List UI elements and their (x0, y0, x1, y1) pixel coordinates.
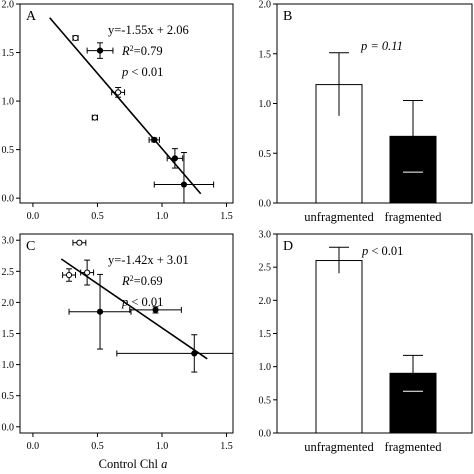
category-label: unfragmented (304, 440, 374, 454)
panel-c-scatter: 0.0 0.5 1.0 1.5 2.0 2.5 3.0 0.0 0.5 1.0 1.5 Cy=-1.4… (2, 233, 234, 452)
x-axis-label: Control Chl a (99, 457, 168, 471)
data-point-open (115, 89, 122, 96)
y-tick-label: 2.5 (259, 263, 272, 274)
panel-letter: A (26, 9, 37, 24)
x-tick-label: 1.5 (220, 441, 233, 452)
p-symbol: p (121, 65, 128, 79)
r-squared-label: R2=0.69 (121, 274, 163, 289)
y-tick-label: 0.5 (2, 145, 15, 156)
r-squared-symbol: R (121, 44, 130, 58)
plot-area (49, 17, 215, 203)
x-axis-label-main: Control Chl (99, 457, 159, 471)
y-tick-label: 0.0 (259, 199, 272, 210)
y-tick-label: 1.0 (2, 97, 15, 108)
x-tick-label: 1.0 (156, 211, 169, 222)
data-point-filled (171, 155, 179, 162)
y-tick-label: 1.5 (2, 329, 15, 340)
r-squared-value: =0.79 (134, 44, 163, 58)
plot-frame (276, 233, 473, 434)
data-point-filled (191, 350, 198, 357)
data-point-open (76, 239, 83, 246)
p-value-label: p < 0.01 (121, 65, 163, 79)
panel-a-scatter: 0.0 0.5 1.0 1.5 2.0 0.0 0.5 1.0 1.5 Ay=-1.55x + 2… (2, 0, 234, 222)
regression-equation: y=-1.42x + 3.01 (108, 253, 189, 267)
r-squared-value: =0.69 (134, 274, 163, 288)
p-value-annotation: p < 0.01 (361, 244, 403, 258)
p-symbol: p (121, 295, 128, 309)
y-tick-label: 1.5 (259, 49, 272, 60)
data-point-filled (152, 306, 159, 313)
regression-line (60, 258, 208, 360)
y-tick-label: 0.0 (2, 194, 15, 205)
plot-frame (19, 3, 234, 204)
p-value-annotation: p = 0.11 (360, 39, 403, 53)
data-point-filled (180, 181, 188, 188)
r-squared-superscript: 2 (130, 44, 134, 53)
y-tick-label: 2.0 (259, 0, 272, 11)
y-tick-label: 2.0 (2, 0, 15, 11)
y-tick-label: 2.0 (2, 298, 15, 309)
p-value: < 0.01 (128, 295, 163, 309)
data-point-filled (96, 308, 104, 315)
y-tick-label: 0.5 (259, 149, 272, 160)
p-symbol: p (361, 244, 368, 258)
category-label: fragmented (385, 440, 443, 454)
panel-letter: D (283, 239, 293, 254)
x-tick-label: 0.0 (27, 211, 40, 222)
y-tick-label: 1.5 (2, 48, 15, 59)
category-label: unfragmented (304, 210, 374, 224)
r-squared-label: R2=0.79 (121, 44, 163, 59)
x-tick-label: 0.5 (91, 211, 104, 222)
plot-area (60, 239, 233, 373)
y-tick-label: 1.0 (2, 360, 15, 371)
regression-equation: y=-1.55x + 2.06 (108, 23, 189, 37)
x-tick-label: 1.5 (220, 211, 233, 222)
r-squared-symbol: R (121, 274, 130, 288)
y-tick-label: 0.5 (259, 395, 272, 406)
x-tick-label: 0.0 (27, 441, 40, 452)
data-point-filled (151, 136, 158, 144)
x-tick-label: 1.0 (156, 441, 169, 452)
data-point-filled (96, 47, 104, 54)
p-value: < 0.01 (128, 65, 163, 79)
plot-frame (276, 3, 473, 204)
y-tick-label: 3.0 (2, 236, 15, 247)
p-value-label: p < 0.01 (121, 295, 163, 309)
data-point-open (91, 114, 98, 121)
y-tick-label: 1.0 (259, 362, 272, 373)
p-value: < 0.01 (368, 244, 403, 258)
r-squared-superscript: 2 (130, 274, 134, 283)
y-tick-label: 0.0 (259, 429, 272, 440)
category-label: fragmented (385, 210, 443, 224)
bar-unfragmented (315, 260, 363, 434)
x-tick-label: 0.5 (91, 441, 104, 452)
y-tick-label: 0.5 (2, 391, 15, 402)
y-tick-label: 1.0 (259, 99, 272, 110)
data-point-open (65, 271, 73, 279)
y-tick-label: 2.0 (259, 296, 272, 307)
y-tick-label: 1.5 (259, 329, 272, 340)
y-tick-label: 3.0 (259, 230, 272, 241)
regression-line (49, 17, 202, 195)
data-point-open (72, 34, 79, 42)
panel-letter: B (283, 9, 292, 24)
y-tick-label: 0.0 (2, 422, 15, 433)
panel-letter: C (26, 239, 35, 254)
x-axis-label-italic: a (161, 457, 167, 471)
y-tick-label: 2.5 (2, 267, 15, 278)
data-point-open (84, 269, 91, 276)
